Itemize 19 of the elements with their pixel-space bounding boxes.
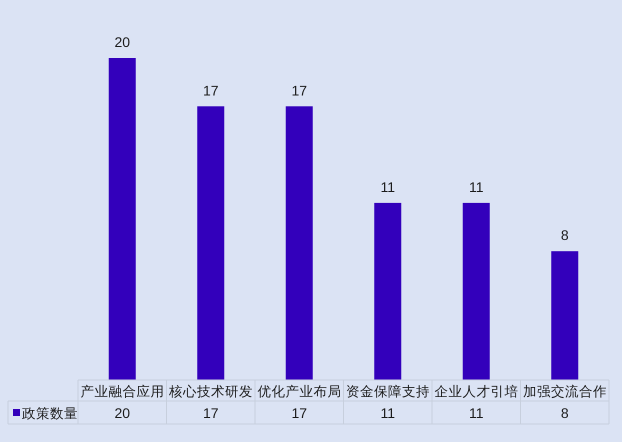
data-label: 20	[114, 34, 130, 50]
x-tick-label: 企业人才引培	[434, 384, 518, 399]
data-label: 17	[291, 82, 308, 98]
x-tick-label: 资金保障支持	[346, 384, 430, 399]
data-label: 17	[202, 82, 219, 98]
data-label: 11	[468, 178, 484, 195]
table-value: 17	[291, 405, 308, 421]
legend-label: 政策数量	[22, 406, 78, 421]
x-tick-label: 优化产业布局	[257, 384, 342, 399]
table-value: 11	[468, 405, 484, 421]
x-tick-label: 核心技术研发	[168, 384, 253, 399]
table-value: 20	[114, 405, 130, 421]
x-tick-label: 产业融合应用	[80, 384, 164, 399]
data-label: 8	[560, 227, 569, 244]
table-value: 11	[380, 405, 396, 421]
table-value: 8	[560, 405, 569, 421]
x-tick-label: 加强交流合作	[522, 384, 607, 399]
data-label: 11	[380, 178, 396, 195]
table-value: 17	[202, 405, 219, 421]
